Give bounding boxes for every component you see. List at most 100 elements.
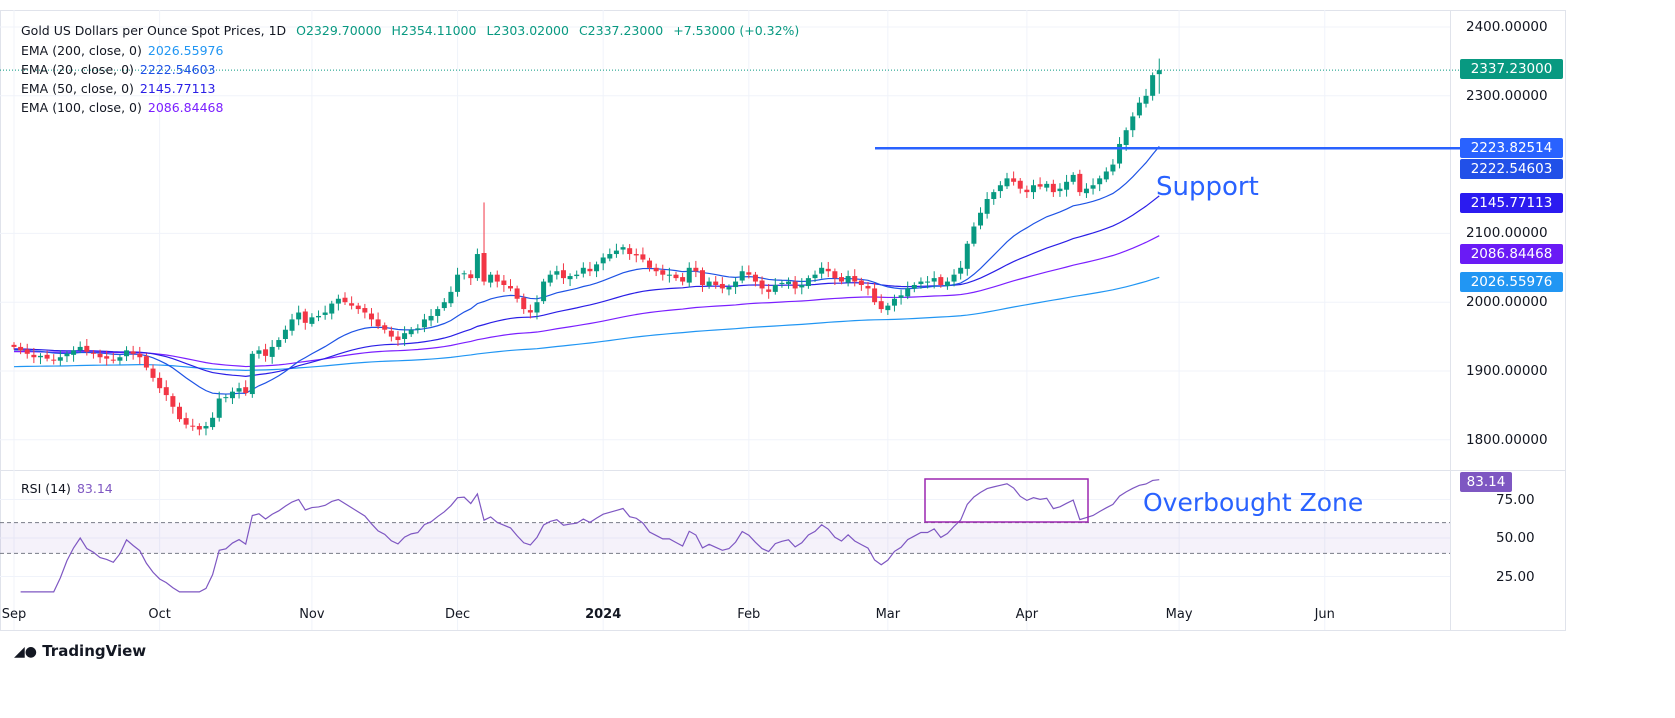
ema20-price-label: 2222.54603	[1460, 159, 1563, 179]
candle-body	[84, 345, 90, 352]
overbought-annotation: Overbought Zone	[1143, 488, 1364, 517]
price-tick-label: 2300.00000	[1466, 87, 1548, 104]
candle-body	[302, 311, 308, 323]
candle-body	[143, 356, 149, 368]
open-value: O2329.70000	[296, 23, 382, 38]
candle-body	[428, 315, 434, 321]
ema-label: EMA (100, close, 0)	[21, 100, 142, 115]
candle-body	[627, 248, 633, 255]
candle-body	[163, 387, 169, 396]
candle-body	[335, 298, 341, 304]
tradingview-text: TradingView	[42, 642, 147, 660]
high-value: H2354.11000	[391, 23, 477, 38]
ema-value: 2222.54603	[139, 62, 216, 77]
price-tick-label: 2100.00000	[1466, 225, 1548, 242]
candle-body	[686, 267, 692, 283]
candle-body	[620, 247, 626, 250]
low-value: L2303.02000	[486, 23, 569, 38]
time-axis-label: May	[1165, 607, 1193, 622]
candle-body	[819, 267, 825, 274]
candle-body	[832, 271, 838, 279]
price-tick-label: 2000.00000	[1466, 294, 1548, 311]
candle-body	[878, 301, 884, 310]
candle-body	[375, 319, 381, 327]
tradingview-logo[interactable]: ◢● TradingView	[14, 642, 146, 660]
candle-body	[858, 280, 864, 285]
legend-ema50[interactable]: EMA (50, close, 0) 2145.77113	[21, 81, 215, 96]
candle-body	[772, 285, 778, 292]
rsi-tick-label: 50.00	[1496, 530, 1535, 546]
legend-ema100[interactable]: EMA (100, close, 0) 2086.84468	[21, 100, 223, 115]
candle-body	[1050, 183, 1056, 193]
candle-body	[104, 356, 110, 359]
candle-body	[759, 280, 765, 289]
candle-body	[57, 357, 63, 361]
time-axis-label: Sep	[1, 607, 27, 622]
candle-body	[792, 281, 798, 289]
chart-border	[0, 10, 1566, 631]
candle-body	[613, 250, 619, 255]
candle-body	[891, 298, 897, 306]
candle-body	[37, 355, 43, 358]
candle-body	[196, 426, 202, 430]
candle-body	[812, 274, 818, 279]
rsi-value: 83.14	[76, 481, 113, 496]
legend-ema200[interactable]: EMA (200, close, 0) 2026.55976	[21, 43, 223, 58]
candle-body	[580, 267, 586, 274]
close-value: C2337.23000	[578, 23, 664, 38]
candle-body	[699, 270, 705, 285]
candle-body	[190, 425, 196, 427]
time-axis-label: Oct	[148, 607, 171, 622]
time-axis-label: Jun	[1314, 607, 1335, 622]
ema200-price-label: 2026.55976	[1460, 272, 1563, 292]
candle-body	[733, 281, 739, 288]
tradingview-icon: ◢●	[14, 644, 37, 660]
candle-body	[587, 268, 593, 272]
candle-body	[719, 283, 725, 289]
candle-body	[554, 271, 560, 275]
candle-body	[944, 281, 950, 287]
candle-body	[77, 346, 83, 351]
candle-body	[488, 274, 494, 283]
candle-body	[541, 281, 547, 302]
candle-body	[1044, 183, 1050, 188]
candle-body	[130, 351, 136, 354]
candle-body	[713, 281, 719, 285]
price-tick-label: 1800.00000	[1466, 431, 1548, 448]
candle-body	[931, 278, 937, 282]
legend-rsi[interactable]: RSI (14) 83.14	[21, 481, 113, 496]
candle-body	[1024, 189, 1030, 193]
support-annotation: Support	[1156, 172, 1259, 202]
candle-body	[746, 272, 752, 275]
candle-body	[388, 330, 394, 337]
candle-body	[845, 276, 851, 283]
candle-body	[71, 350, 77, 355]
candle-body	[455, 274, 461, 292]
price-tick-label: 2400.00000	[1466, 19, 1548, 35]
candle-body	[567, 276, 573, 280]
candle-body	[210, 417, 216, 428]
candle-body	[64, 353, 70, 357]
candle-body	[805, 278, 811, 287]
candle-body	[183, 418, 189, 425]
candle-body	[547, 274, 553, 283]
candle-body	[766, 289, 772, 292]
candle-body	[521, 297, 527, 310]
candle-body	[501, 280, 507, 285]
candle-body	[911, 285, 917, 289]
candle-body	[1103, 171, 1109, 180]
candle-body	[905, 288, 911, 297]
candle-body	[885, 305, 891, 311]
legend-ema20[interactable]: EMA (20, close, 0) 2222.54603	[21, 62, 215, 77]
candle-body	[256, 350, 262, 354]
candle-body	[607, 254, 613, 259]
candle-body	[309, 317, 315, 324]
rsi-band-fill	[0, 522, 1450, 554]
candle-body	[263, 349, 269, 356]
candle-body	[971, 226, 977, 244]
candle-body	[448, 291, 454, 304]
candle-body	[594, 264, 600, 272]
candle-body	[461, 273, 467, 275]
candle-body	[137, 353, 143, 358]
